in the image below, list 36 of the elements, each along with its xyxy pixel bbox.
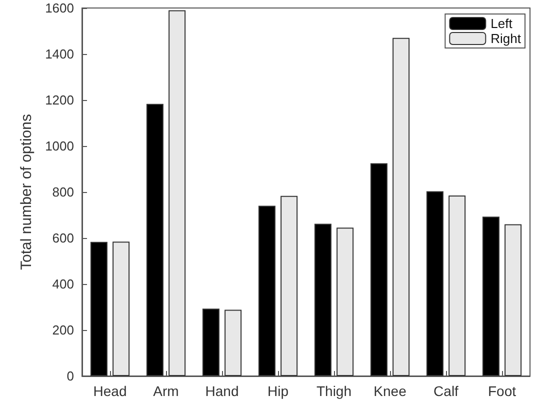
y-tick-label: 400 — [52, 276, 74, 292]
y-tick-label: 800 — [52, 184, 74, 200]
x-tick-label: Hand — [205, 383, 239, 399]
legend-label: Left — [490, 16, 513, 31]
bar — [112, 242, 130, 376]
y-tick-label: 1600 — [45, 0, 74, 16]
x-tick-label: Hip — [267, 383, 289, 399]
x-tick-label: Knee — [374, 383, 407, 399]
y-tick-label: 1000 — [45, 138, 74, 154]
bar — [90, 242, 108, 376]
bar — [370, 163, 388, 376]
y-tick-label: 600 — [52, 230, 74, 246]
bar — [146, 104, 164, 376]
bar — [168, 10, 186, 376]
bar — [258, 206, 276, 376]
y-tick-label: 0 — [66, 368, 74, 384]
x-tick-label: Calf — [434, 383, 459, 399]
bar — [426, 191, 444, 376]
bar — [392, 38, 410, 376]
bar — [224, 310, 242, 376]
legend-label: Right — [490, 31, 522, 46]
x-tick-label: Foot — [488, 383, 516, 399]
bar — [202, 308, 220, 376]
bar — [504, 224, 522, 376]
y-axis-title: Total number of options — [18, 114, 35, 270]
x-tick-label: Thigh — [316, 383, 352, 399]
bar — [314, 224, 332, 376]
x-tick-label: Head — [93, 383, 127, 399]
bar — [448, 195, 466, 376]
bar — [482, 216, 500, 376]
x-tick-label: Arm — [153, 383, 179, 399]
y-tick-label: 1400 — [45, 46, 74, 62]
bar — [280, 196, 298, 376]
y-tick-label: 1200 — [45, 92, 74, 108]
bar — [336, 228, 354, 376]
y-tick-label: 200 — [52, 322, 74, 338]
